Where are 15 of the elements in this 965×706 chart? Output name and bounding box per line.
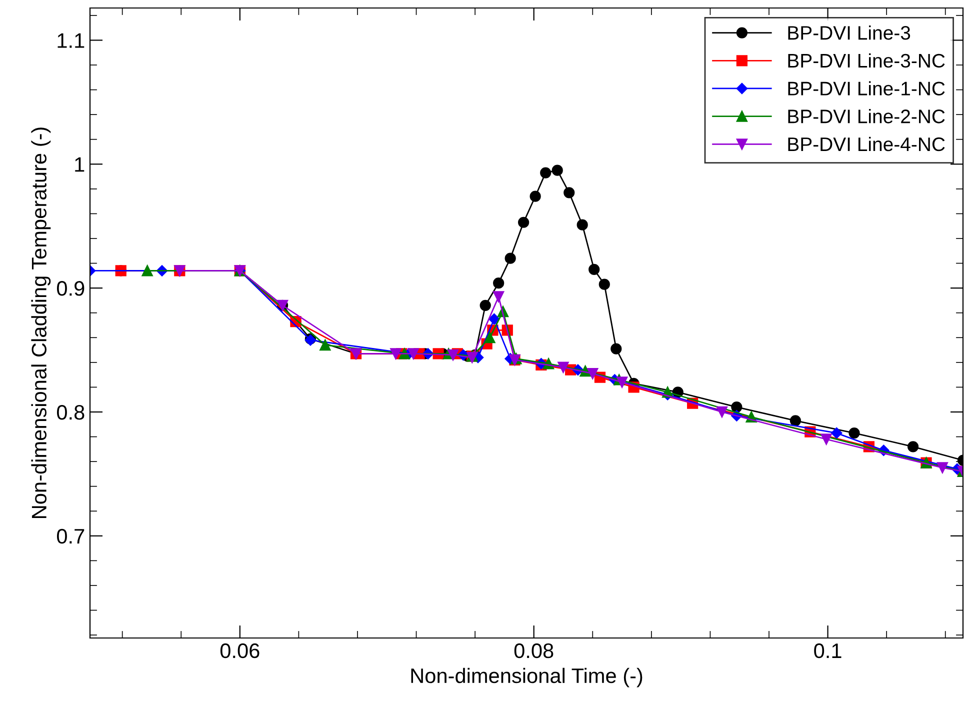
y-tick-label: 1.1 — [58, 33, 84, 48]
y-tick-label: 0.7 — [56, 528, 84, 544]
x-tick-label: 0.08 — [514, 643, 554, 658]
y-tick-label: 0.9 — [56, 281, 84, 296]
legend-label: BP-DVI Line-2-NC — [788, 109, 945, 124]
y-axis-title: Non-dimensional Cladding Temperature (-) — [31, 128, 51, 518]
legend-label: BP-DVI Line-3-NC — [788, 53, 945, 68]
legend-label: BP-DVI Line-1-NC — [788, 81, 945, 96]
legend-label: BP-DVI Line-3 — [788, 26, 910, 40]
x-tick-label: 0.1 — [814, 643, 842, 658]
legend-label: BP-DVI Line-4-NC — [788, 136, 945, 152]
y-tick-label: 0.8 — [56, 404, 84, 420]
x-axis-title: Non-dimensional Time (-) — [411, 668, 642, 688]
y-tick-label: 1 — [75, 157, 84, 172]
x-tick-label: 0.06 — [220, 643, 260, 658]
